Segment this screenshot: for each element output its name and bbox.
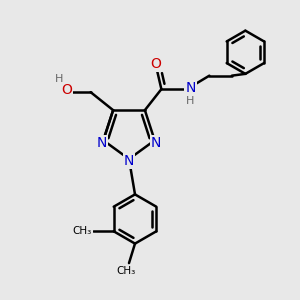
Text: CH₃: CH₃ xyxy=(73,226,92,236)
Text: H: H xyxy=(186,96,195,106)
Text: N: N xyxy=(185,81,196,95)
Text: CH₃: CH₃ xyxy=(116,266,136,277)
Text: O: O xyxy=(150,57,161,71)
Text: N: N xyxy=(151,136,161,150)
Text: H: H xyxy=(55,74,63,84)
Text: O: O xyxy=(61,83,72,97)
Text: N: N xyxy=(124,154,134,167)
Text: N: N xyxy=(97,136,107,150)
